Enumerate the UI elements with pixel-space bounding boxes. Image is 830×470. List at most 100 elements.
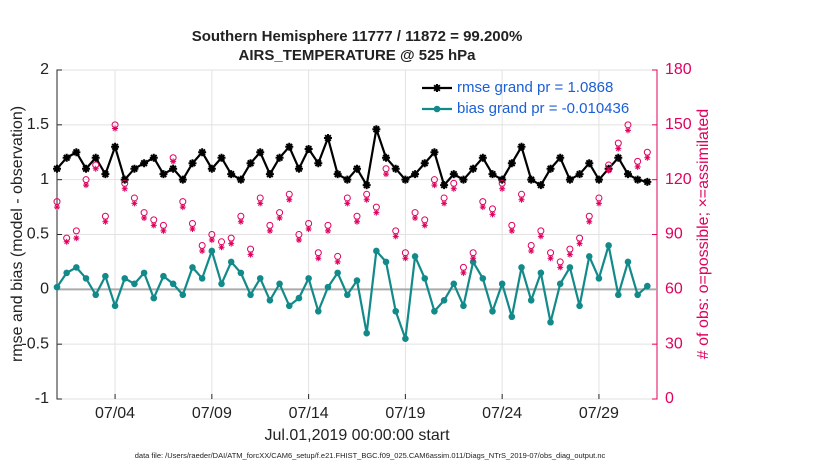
marker [149, 153, 158, 162]
marker [141, 215, 148, 222]
marker [557, 264, 564, 271]
marker [479, 204, 486, 211]
marker [120, 175, 129, 184]
marker [363, 329, 370, 337]
y-tick-label: 2 [40, 61, 49, 78]
marker [489, 307, 496, 315]
marker [527, 297, 535, 304]
marker [101, 170, 110, 179]
marker [508, 313, 516, 321]
x-tick-label: 07/14 [289, 405, 329, 422]
marker [354, 218, 360, 225]
marker [489, 211, 496, 218]
series-line [56, 245, 649, 340]
marker [507, 159, 516, 168]
marker [286, 196, 293, 203]
marker [111, 302, 119, 310]
marker [324, 227, 331, 234]
marker [392, 307, 400, 315]
marker [440, 297, 448, 304]
marker [623, 170, 632, 179]
marker [614, 153, 623, 162]
marker [430, 148, 439, 157]
marker [276, 215, 283, 222]
marker [411, 253, 419, 260]
marker [528, 247, 535, 254]
marker [449, 170, 458, 179]
marker [305, 226, 312, 233]
marker [624, 127, 631, 134]
marker [644, 282, 651, 290]
marker [363, 196, 370, 203]
marker [460, 302, 467, 310]
marker [150, 222, 157, 229]
marker [189, 264, 196, 271]
marker [478, 153, 487, 162]
marker [208, 236, 215, 243]
y-axis-label: rmse and bias (model - observation) [9, 106, 26, 362]
marker [121, 185, 128, 192]
marker [92, 165, 99, 172]
marker [285, 142, 294, 151]
marker [420, 159, 429, 168]
marker [169, 280, 177, 288]
marker [431, 182, 438, 189]
marker [421, 275, 429, 282]
marker [304, 144, 313, 153]
marker [469, 164, 478, 173]
marker [170, 158, 177, 165]
y2-tick-label: 60 [665, 281, 683, 298]
y-tick-label: 1.5 [27, 116, 49, 133]
marker [343, 175, 352, 184]
marker [82, 275, 90, 282]
y2-tick-label: 30 [665, 335, 683, 352]
marker [344, 200, 351, 207]
y2-tick-label: 150 [665, 116, 692, 133]
marker [605, 167, 612, 174]
marker [257, 200, 264, 207]
marker [92, 291, 100, 299]
marker [575, 170, 584, 179]
y-tick-label: 0.5 [27, 226, 49, 243]
marker [247, 251, 254, 258]
marker [402, 335, 409, 342]
marker [323, 133, 332, 142]
marker [421, 222, 428, 229]
marker [102, 272, 109, 280]
marker [63, 238, 70, 245]
marker [499, 185, 506, 192]
marker [450, 280, 458, 288]
marker [459, 175, 468, 184]
marker [82, 164, 91, 173]
marker [246, 159, 255, 168]
marker [498, 175, 507, 184]
marker [247, 291, 254, 299]
marker [91, 153, 100, 162]
marker [207, 164, 216, 173]
marker [256, 275, 264, 282]
marker [305, 275, 312, 282]
x-tick-label: 07/04 [95, 405, 135, 422]
marker [295, 294, 303, 302]
marker [470, 255, 477, 262]
marker [53, 164, 61, 173]
marker [179, 291, 187, 299]
marker [586, 218, 593, 225]
marker [518, 196, 525, 203]
marker [72, 227, 80, 235]
marker [295, 236, 302, 243]
marker [353, 164, 361, 173]
marker [228, 240, 235, 247]
marker [488, 170, 497, 179]
marker [450, 185, 457, 192]
marker [102, 218, 109, 225]
marker [111, 142, 120, 151]
y2-tick-label: 90 [665, 226, 683, 243]
y2-tick-label: 0 [665, 390, 674, 407]
marker [334, 269, 341, 277]
marker [536, 181, 545, 190]
chart-subtitle: AIRS_TEMPERATURE @ 525 hPa [239, 47, 477, 64]
marker [383, 171, 390, 178]
marker [431, 307, 438, 315]
marker [218, 244, 225, 251]
